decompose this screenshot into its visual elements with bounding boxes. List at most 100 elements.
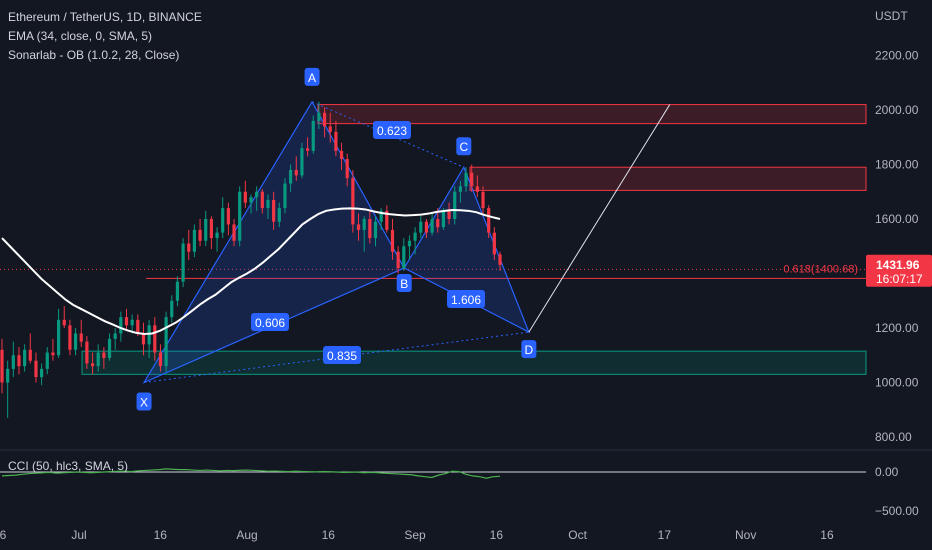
candle-body [419,221,423,233]
candle-body [215,232,219,239]
candle-body [464,172,468,187]
price-tick: 1600.00 [875,212,919,226]
pattern-point-c: C [459,140,468,154]
candle-body [136,319,140,334]
price-tick: 2000.00 [875,103,919,117]
time-tick: 16 [490,528,504,542]
cci-tick: 0.00 [875,465,899,479]
cci-tick: −500.00 [875,504,919,518]
candle-body [102,352,106,358]
candle-body [243,191,247,203]
ema-indicator-label[interactable]: EMA (34, close, 0, SMA, 5) [8,29,153,43]
pattern-point-a-bg [304,67,320,86]
candle-body [68,325,72,350]
cci-indicator-label[interactable]: CCI (50, hlc3, SMA, 5) [8,459,129,473]
candle-body [153,325,157,353]
time-tick: Nov [735,528,756,542]
candle-body [277,208,281,222]
candle-body [413,232,417,241]
ema-line [1,207,501,335]
candle-body [124,317,129,326]
candle-body [164,317,168,367]
candle-body [90,363,95,367]
candle-body [232,224,236,241]
candle-body [470,172,474,187]
cci-line [1,468,501,479]
candle-body [492,232,496,255]
candle-body [45,352,49,369]
time-tick: Jul [71,528,86,542]
price-badge [866,254,932,287]
candle-body [56,319,61,356]
candle-body [272,199,276,222]
candle-body [458,186,462,192]
demand-zone [81,350,867,375]
candle-body [204,219,208,241]
candle-body [266,199,270,209]
candle-body [436,219,440,228]
candle-body [430,219,434,233]
time-tick: 16 [154,528,168,542]
candle-body [424,221,429,233]
candle-body [255,191,259,198]
candle-body [11,355,15,369]
candle-body [300,148,304,176]
candle-body [328,126,332,132]
candle-body [221,208,225,233]
candle-body [85,341,89,364]
candle-body [181,243,185,282]
candle-body [351,178,355,225]
candle-body [334,131,338,151]
time-tick: Oct [568,528,587,542]
candle-body [130,319,134,326]
price-tick: 1800.00 [875,158,919,172]
candle-body [317,112,321,121]
pattern-point-c-bg [456,137,472,156]
price-tick: 1000.00 [875,376,919,390]
candle-body [249,197,253,203]
fib-level-label: 0.618(1400.68) [783,263,858,275]
candle-body [0,349,4,383]
candle-body [107,338,112,358]
time-tick: Aug [236,528,257,542]
pattern-point-a: A [308,71,316,85]
projection-line [528,104,671,333]
pattern-point-d-bg [521,340,537,359]
candle-body [407,240,412,247]
candle-body [368,219,372,239]
price-badge-value: 1431.96 [876,258,920,272]
pattern-ratio-bg [447,290,485,308]
candle-body [175,281,180,301]
symbol-title[interactable]: Ethereum / TetherUS, 1D, BINANCE [8,10,202,24]
candle-body [385,210,389,230]
candle-body [322,112,327,127]
candle-body [170,300,174,318]
candle-body [17,355,21,367]
candle-body [260,191,264,209]
candle-body [311,120,315,151]
candle-body [147,325,151,345]
candle-body [198,229,202,241]
time-tick: 17 [658,528,672,542]
pattern-point-x: X [140,396,148,410]
candle-body [402,246,406,269]
candle-body [373,221,378,239]
candle-body [23,349,27,367]
candle-body [390,229,395,252]
candle-body [447,210,451,219]
candle-body [481,191,485,209]
time-tick: 16 [820,528,834,542]
pattern-point-b-bg [396,274,412,293]
pattern-ratio: 0.623 [377,124,407,138]
price-badge-countdown: 16:07:17 [876,272,923,286]
candle-body [289,169,293,184]
orderblock-indicator-label[interactable]: Sonarlab - OB (1.0.2, 28, Close) [8,48,180,62]
candle-body [96,352,100,367]
candle-body [305,148,310,151]
candle-body [339,150,344,160]
pattern-point-d: D [525,343,534,357]
candle-body [40,368,44,378]
candle-body [79,333,83,342]
